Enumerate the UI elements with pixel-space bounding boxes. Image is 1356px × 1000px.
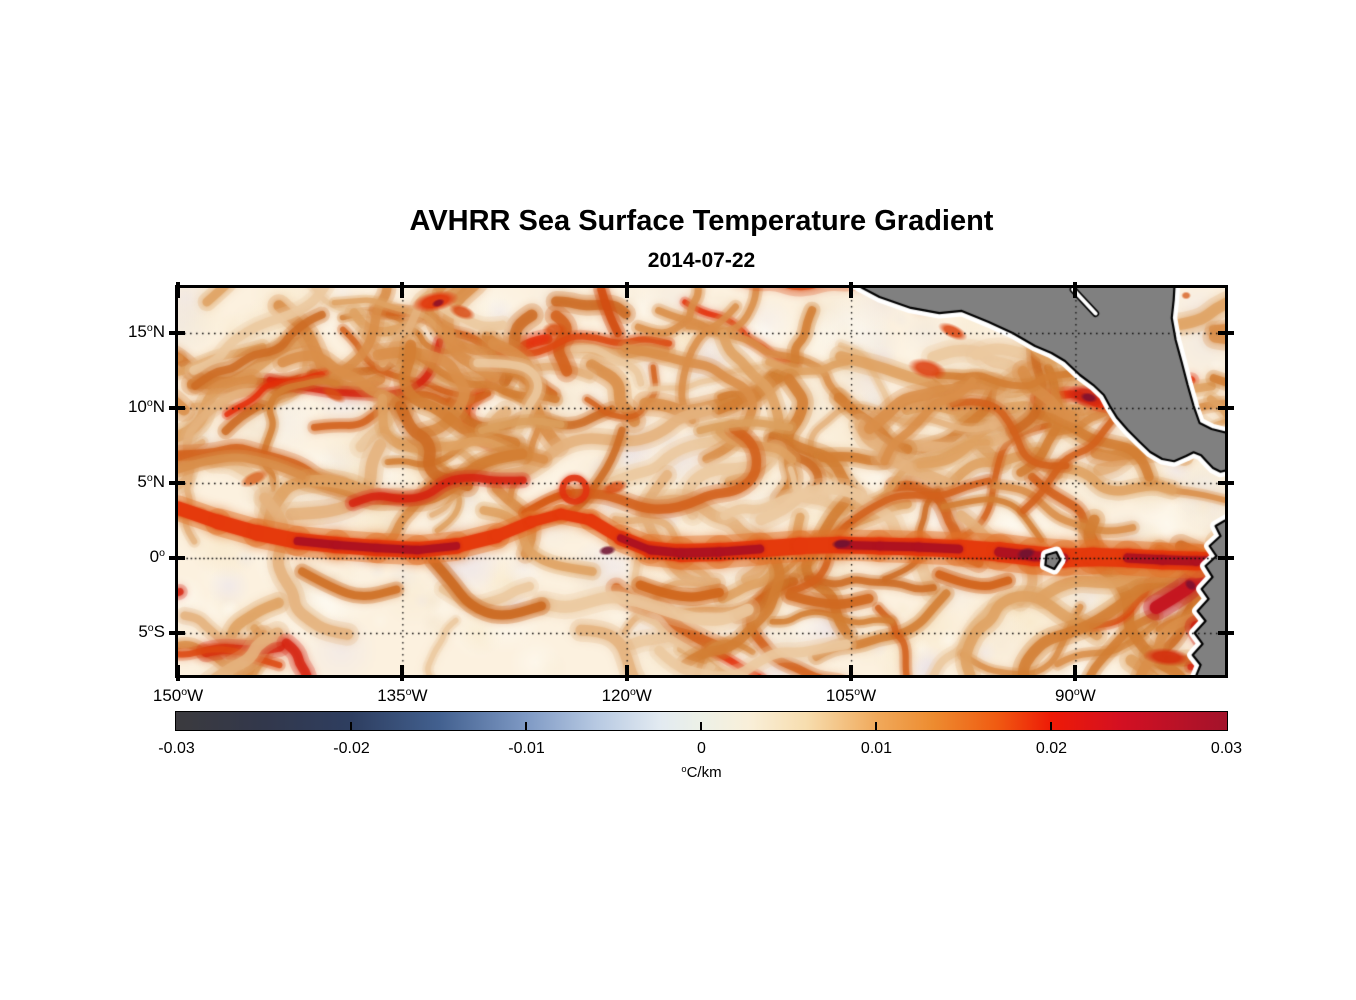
x-axis-tick-label: 150oW bbox=[152, 686, 204, 705]
y-axis-tick-label: 15oN bbox=[127, 322, 165, 341]
axis-tick bbox=[169, 331, 185, 335]
axis-tick bbox=[624, 665, 629, 681]
axis-tick bbox=[169, 406, 185, 410]
axis-tick bbox=[176, 665, 180, 681]
axis-tick bbox=[1218, 406, 1234, 410]
y-axis-tick-label: 10oN bbox=[127, 397, 165, 416]
axis-tick bbox=[169, 631, 185, 635]
axis-tick bbox=[169, 556, 185, 560]
y-axis-tick-label: 5oN bbox=[137, 472, 165, 491]
colorbar-tick-label: 0.02 bbox=[1035, 740, 1068, 757]
x-axis-tick-label: 105oW bbox=[825, 686, 877, 705]
axis-tick bbox=[1218, 481, 1234, 485]
x-axis-tick-label: 120oW bbox=[601, 686, 652, 705]
colorbar-tick bbox=[875, 722, 877, 730]
y-axis-tick-label: 5oS bbox=[138, 622, 165, 641]
axis-tick bbox=[1218, 631, 1234, 635]
x-axis-tick-label: 90oW bbox=[1055, 686, 1096, 705]
colorbar-tick bbox=[1050, 722, 1052, 730]
date-subtitle: 2014-07-22 bbox=[647, 249, 756, 272]
axis-tick bbox=[624, 282, 629, 298]
colorbar-tick bbox=[700, 722, 702, 730]
axis-tick bbox=[1073, 282, 1078, 298]
axis-tick bbox=[1073, 665, 1078, 681]
colorbar-gradient bbox=[176, 712, 1227, 730]
sst-gradient-map-canvas bbox=[178, 288, 1225, 675]
colorbar-tick-label: -0.03 bbox=[158, 740, 195, 757]
axis-tick bbox=[176, 282, 180, 298]
colorbar-tick-label: -0.02 bbox=[333, 740, 370, 757]
colorbar-tick bbox=[350, 722, 352, 730]
axis-tick bbox=[400, 282, 405, 298]
axis-tick bbox=[849, 282, 854, 298]
x-axis-tick-label: 135oW bbox=[377, 686, 428, 705]
colorbar-tick bbox=[525, 722, 527, 730]
axis-tick bbox=[849, 665, 854, 681]
colorbar bbox=[175, 711, 1228, 731]
axis-tick bbox=[1218, 331, 1234, 335]
colorbar-tick-label: 0 bbox=[697, 740, 706, 757]
map-frame bbox=[175, 285, 1228, 678]
y-axis-tick-label: 0o bbox=[149, 547, 165, 566]
page-title: AVHRR Sea Surface Temperature Gradient bbox=[409, 205, 994, 237]
axis-tick bbox=[400, 665, 405, 681]
axis-tick bbox=[169, 481, 185, 485]
colorbar-unit-label: oC/km bbox=[681, 763, 722, 781]
axis-tick bbox=[1218, 556, 1234, 560]
colorbar-tick-label: -0.01 bbox=[508, 740, 545, 757]
colorbar-tick-label: 0.03 bbox=[1210, 740, 1243, 757]
colorbar-tick-label: 0.01 bbox=[860, 740, 893, 757]
